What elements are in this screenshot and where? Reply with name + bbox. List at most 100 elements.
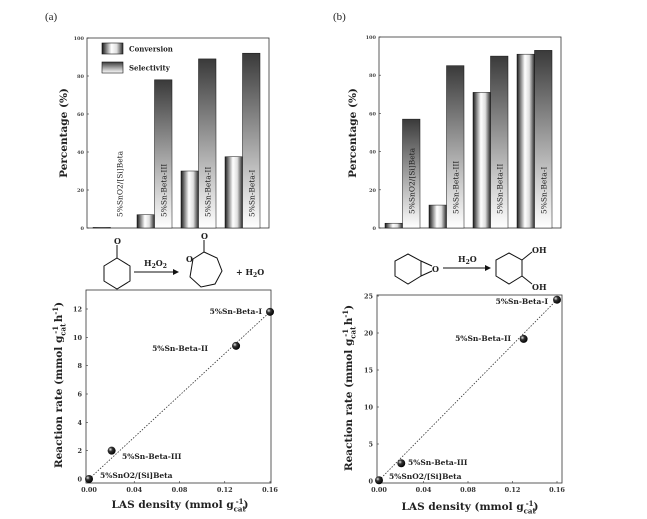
y-tick-label: 80	[369, 73, 376, 79]
point-label: 5%Sn-Beta-III	[408, 458, 468, 467]
point-label: 5%Sn-Beta-II	[455, 334, 511, 343]
y-axis-title-b-scatter: Reaction rate (mmol gcat-1 h-1)	[341, 305, 358, 471]
y-tick-label: 100	[74, 36, 85, 42]
legend-swatch-conversion	[101, 42, 124, 55]
ketone-oxygen: O	[114, 236, 121, 246]
bar-conversion	[92, 227, 111, 229]
point-label: 5%SnO2/[Si]Beta	[389, 472, 462, 481]
diol-ring	[495, 252, 523, 285]
bar-category-label: 5%Sn-Beta-III	[159, 164, 168, 217]
y-tick-label: 2	[77, 447, 82, 455]
cyclohexanone-ring	[103, 257, 131, 290]
bar-category-label: 5%SnO2/[Si]Beta	[407, 147, 416, 214]
y-axis-title-a-bar: Percentage (%)	[58, 88, 70, 178]
y-tick-label: 10	[364, 404, 374, 412]
point-label: 5%Sn-Beta-I	[496, 297, 549, 306]
lactone-ring-oxygen: O	[186, 254, 193, 264]
bar-selectivity	[154, 79, 173, 229]
data-point	[553, 295, 561, 304]
epoxide-ring	[394, 253, 422, 285]
x-tick-label: 0.04	[126, 486, 142, 494]
y-tick-label: 6	[77, 391, 82, 399]
bar-selectivity	[198, 58, 217, 229]
reaction-scheme-a	[103, 240, 223, 290]
legend-label-selectivity: Selectivity	[129, 64, 171, 73]
epoxide-oxygen: O	[432, 264, 439, 274]
bar-selectivity	[446, 65, 465, 229]
y-tick-label: 0	[77, 476, 82, 484]
data-point	[85, 475, 93, 483]
bar-conversion	[224, 156, 243, 229]
bar-category-label: 5%Sn-Beta-II	[495, 164, 504, 214]
x-tick-label: 0.12	[217, 486, 233, 494]
reagent-h2o: H2O	[458, 254, 477, 266]
bar-selectivity	[490, 55, 509, 229]
a-bar-chart: 0 20 40 60 80 100 5%SnO2/[Si]Beta 5%Sn-Beta-III…	[74, 36, 270, 232]
y-tick-label: 20	[364, 330, 374, 338]
y-tick-label: 4	[77, 419, 82, 427]
byproduct-water: + H2O	[236, 267, 264, 279]
data-point	[397, 459, 406, 468]
legend-label-conversion: Conversion	[129, 45, 173, 54]
caprolactone-ring	[189, 251, 223, 288]
data-point	[107, 446, 116, 455]
hydroxyl-2: OH	[532, 282, 547, 292]
hydroxyl-1: OH	[532, 245, 547, 255]
reaction-scheme-b	[394, 251, 533, 285]
plot-area	[376, 294, 563, 484]
bar-category-label: 5%Sn-Beta-II	[203, 167, 212, 217]
y-tick-label: 10	[73, 334, 83, 342]
bar-selectivity	[402, 118, 421, 229]
b-bar-chart: 0 20 40 60 80 100 5%SnO2/[Si]Beta 5%Sn-Beta-III…	[366, 35, 562, 232]
bar-category-label: 5%Sn-Beta-I	[539, 167, 548, 214]
bar-conversion	[180, 170, 199, 229]
point-label: 5%Sn-Beta-III	[122, 452, 182, 461]
bar-conversion	[384, 222, 403, 229]
x-tick-label: 0.16	[262, 486, 278, 494]
y-tick-label: 12	[73, 306, 82, 314]
x-tick-label: 0.08	[460, 486, 476, 494]
y-tick-label: 40	[369, 150, 376, 156]
y-tick-label: 0	[373, 226, 377, 232]
panel-label-a: (a)	[45, 11, 58, 23]
panel-label-b: (b)	[333, 11, 346, 23]
y-tick-label: 20	[77, 188, 84, 194]
y-tick-label: 40	[77, 150, 84, 156]
trendline	[88, 311, 271, 480]
bar-conversion	[136, 214, 155, 229]
x-tick-label: 0.00	[371, 486, 387, 494]
data-point	[232, 341, 241, 350]
y-tick-label: 100	[366, 35, 377, 41]
bar-category-label: 5%Sn-Beta-III	[451, 161, 460, 214]
b-scatter-chart: 0.00 0.04 0.08 0.12 0.16 0 5 10 15 20 25 5%SnO2/[Si…	[364, 293, 565, 495]
bar-selectivity	[242, 52, 261, 229]
bar-selectivity	[534, 50, 553, 229]
a-scatter-chart: 0.00 0.04 0.08 0.12 0.16 0 2 4 6 8 10 12 5%SnO2/[Si]…	[73, 289, 278, 494]
bar-conversion	[472, 92, 491, 229]
point-label: 5%Sn-Beta-I	[210, 307, 263, 316]
x-tick-label: 0.00	[81, 486, 97, 494]
legend: Conversion Selectivity	[101, 42, 173, 74]
y-tick-label: 25	[364, 293, 374, 301]
data-point	[375, 476, 383, 485]
y-tick-label: 5	[368, 441, 373, 449]
x-tick-label: 0.04	[416, 486, 432, 494]
y-axis-title-a-scatter: Reaction rate (mmol gcat-1 h-1)	[51, 302, 68, 468]
data-point	[266, 307, 274, 316]
data-point	[519, 334, 528, 343]
lactone-carbonyl-oxygen: O	[201, 231, 208, 241]
legend-swatch-selectivity	[101, 61, 124, 74]
reagent-h2o2: H2O2	[144, 258, 167, 270]
y-tick-label: 8	[77, 362, 82, 370]
y-tick-label: 0	[368, 478, 373, 486]
trendline	[378, 299, 558, 481]
x-tick-label: 0.08	[172, 486, 188, 494]
y-tick-label: 15	[364, 367, 374, 375]
bar-category-label: 5%SnO2/[Si]Beta	[115, 150, 124, 217]
point-label: 5%Sn-Beta-II	[152, 344, 208, 353]
x-tick-label: 0.12	[505, 486, 521, 494]
y-tick-label: 60	[369, 111, 376, 117]
x-tick-label: 0.16	[549, 486, 565, 494]
bar-category-label: 5%Sn-Beta-I	[247, 170, 256, 217]
